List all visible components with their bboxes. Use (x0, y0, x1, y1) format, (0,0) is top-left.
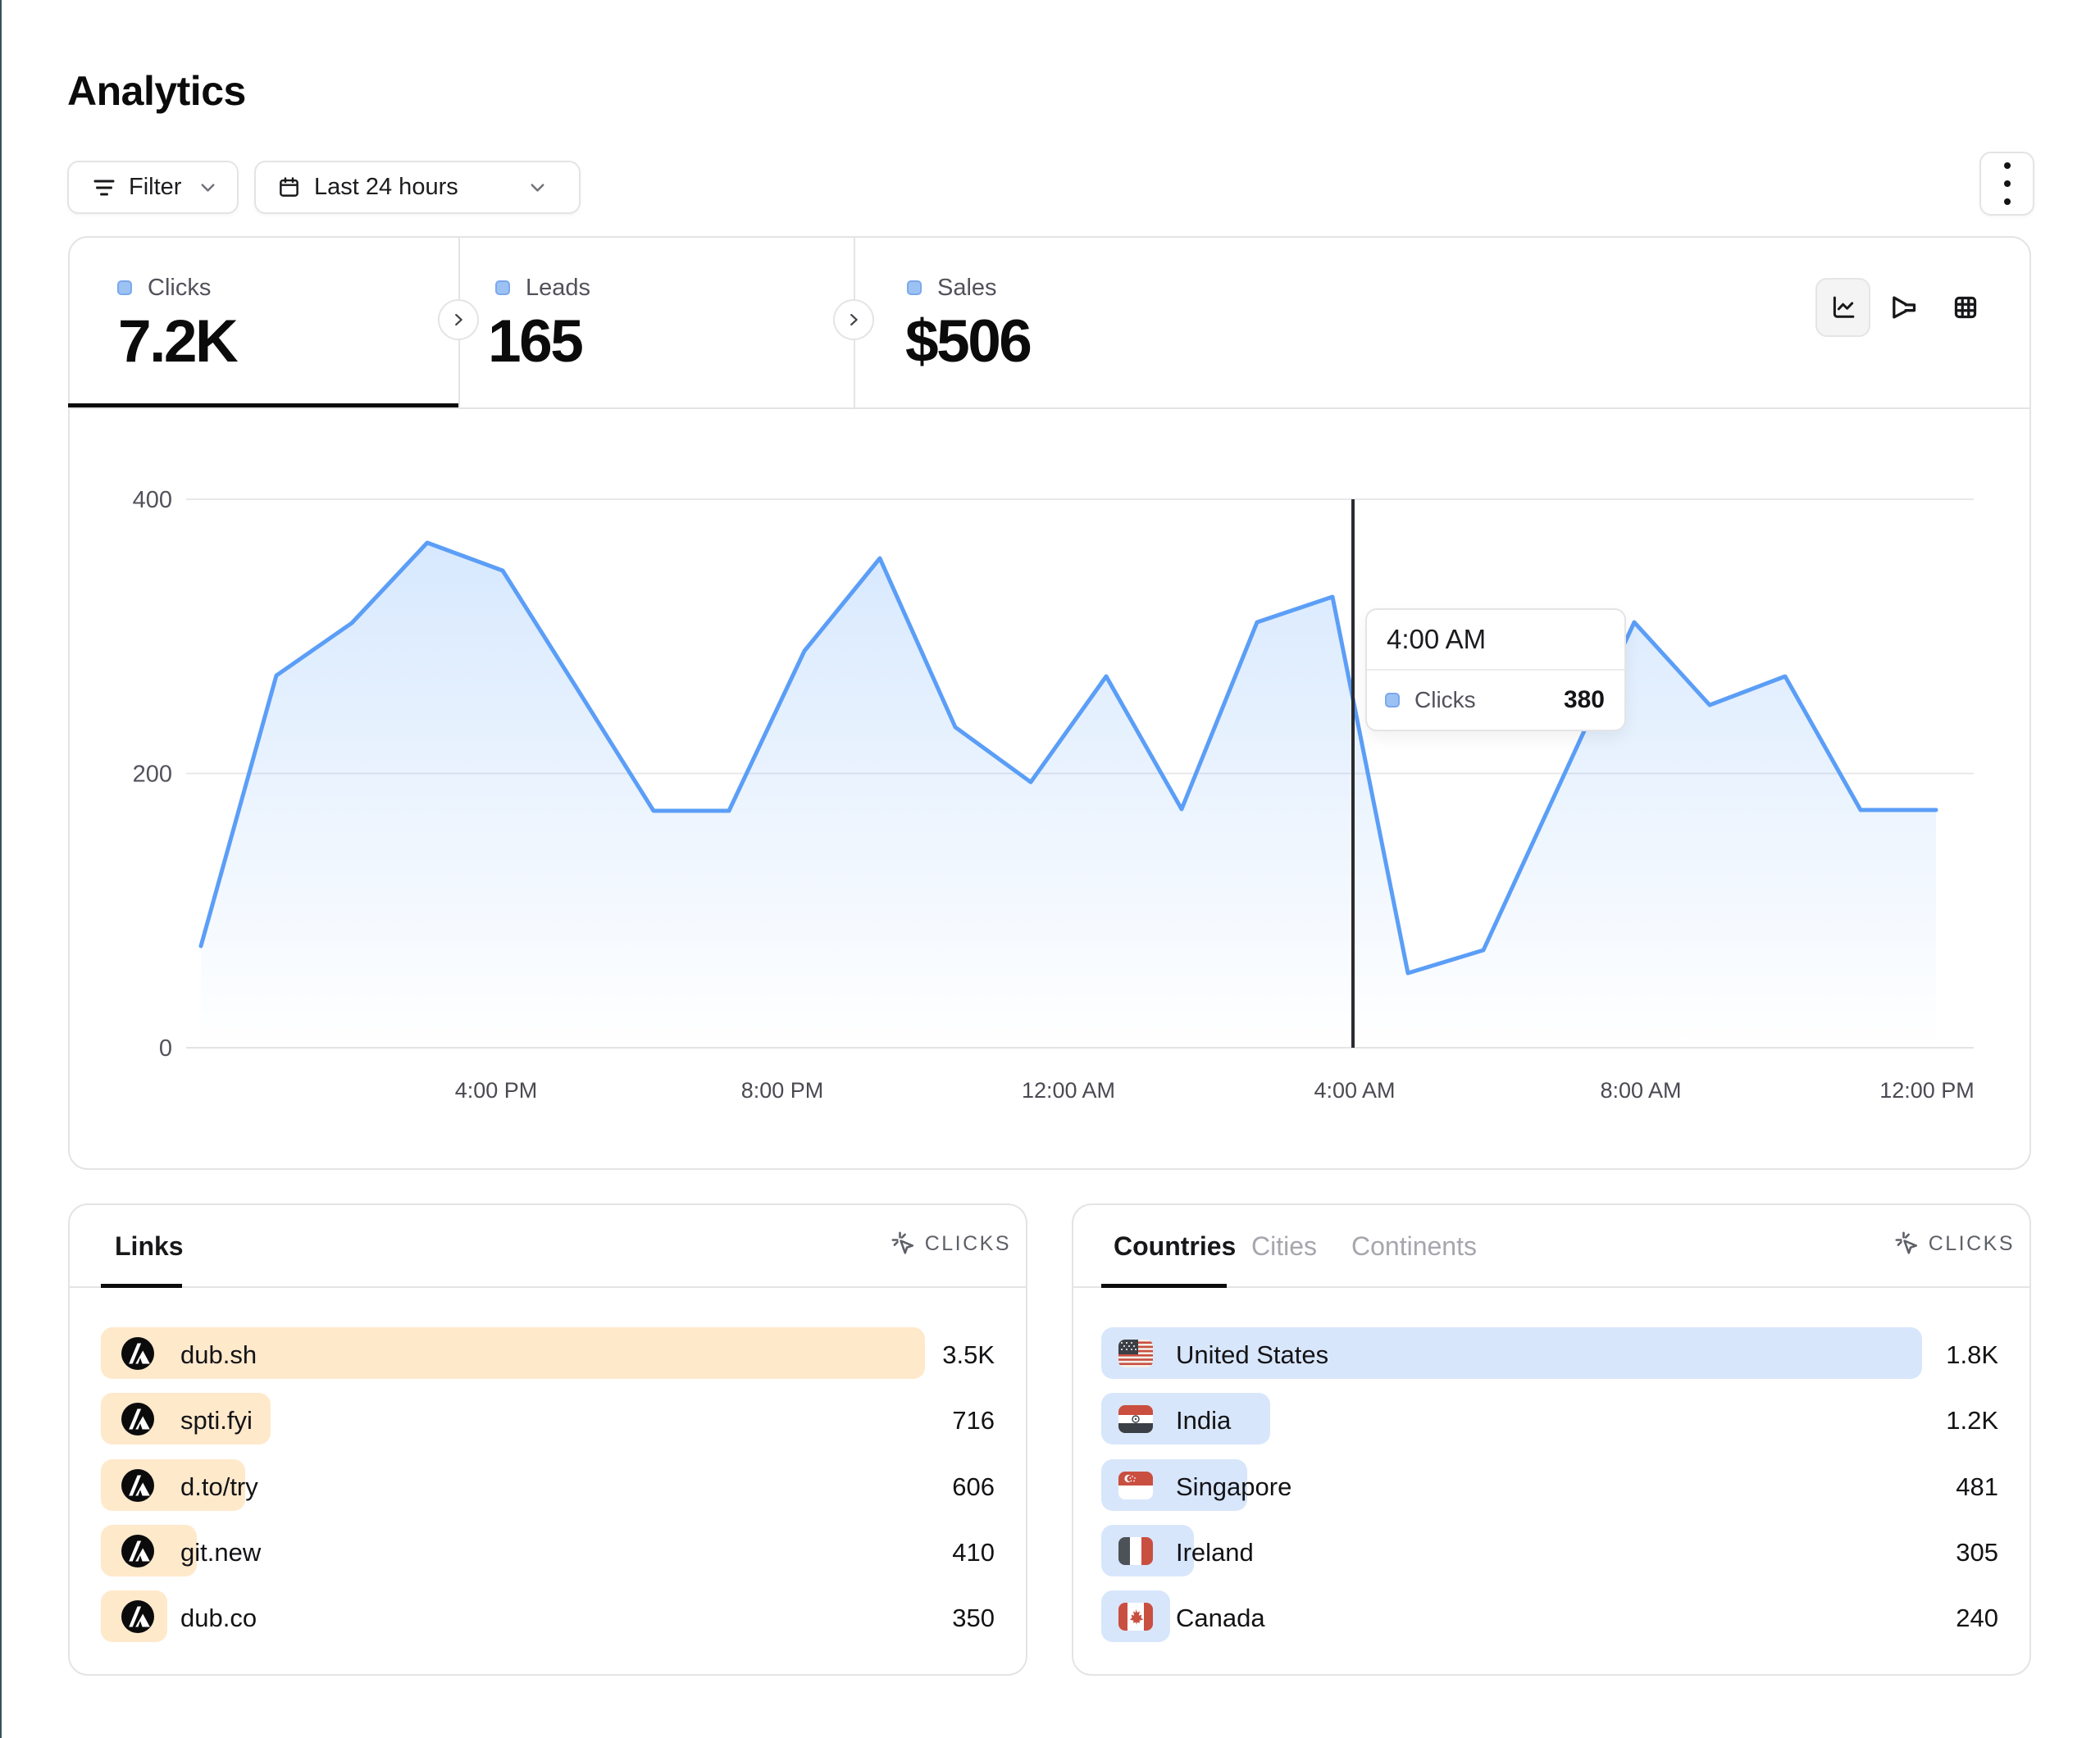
svg-text:8:00 AM: 8:00 AM (1600, 1078, 1681, 1103)
svg-text:0: 0 (159, 1035, 172, 1062)
svg-text:400: 400 (133, 487, 172, 513)
svg-text:12:00 PM: 12:00 PM (1879, 1078, 1975, 1103)
svg-text:8:00 PM: 8:00 PM (741, 1078, 824, 1103)
svg-text:4:00 AM: 4:00 AM (1314, 1078, 1395, 1103)
svg-text:4:00 PM: 4:00 PM (455, 1078, 538, 1103)
svg-text:200: 200 (133, 762, 172, 788)
svg-text:12:00 AM: 12:00 AM (1022, 1078, 1115, 1103)
